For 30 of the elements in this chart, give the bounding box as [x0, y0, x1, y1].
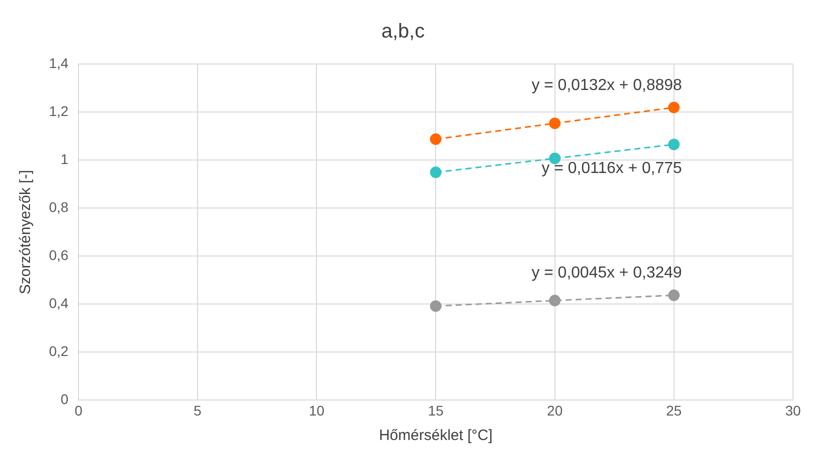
point — [430, 300, 442, 312]
point — [549, 118, 561, 130]
annotation: y = 0,0116x + 0,775 — [542, 160, 682, 177]
y-tick-label: 0,2 — [48, 343, 69, 360]
point — [668, 138, 680, 150]
y-tick-label: 1,2 — [48, 102, 69, 119]
x-tick-label: 0 — [74, 402, 83, 418]
x-tick-label: 30 — [785, 402, 801, 418]
y-tick-label: 0,8 — [48, 198, 69, 215]
x-tick-label: 10 — [308, 402, 325, 418]
annotation: y = 0,0045x + 0,3249 — [532, 264, 682, 282]
point — [430, 133, 442, 145]
x-axis-title: Hőmérséklet [°C] — [378, 427, 492, 444]
point — [668, 102, 680, 114]
point — [668, 290, 680, 302]
chart-title: a,b,c — [381, 20, 425, 43]
y-tick-label: 0,4 — [48, 295, 69, 311]
y-tick-label: 0,6 — [48, 246, 69, 263]
y-tick-label: 1 — [60, 150, 69, 167]
x-tick-label: 5 — [194, 402, 202, 418]
x-tick-label: 25 — [666, 402, 682, 418]
x-tick-label: 15 — [428, 402, 444, 418]
y-tick-label: 0 — [60, 391, 69, 408]
point — [549, 294, 561, 306]
annotation: y = 0,0132x + 0,8898 — [532, 76, 682, 94]
x-tick-label: 20 — [547, 402, 563, 418]
point — [430, 166, 442, 178]
point — [549, 152, 561, 164]
y-axis-title: Szorzótényezők [-] — [17, 170, 34, 294]
y-tick-label: 1,4 — [48, 54, 69, 71]
